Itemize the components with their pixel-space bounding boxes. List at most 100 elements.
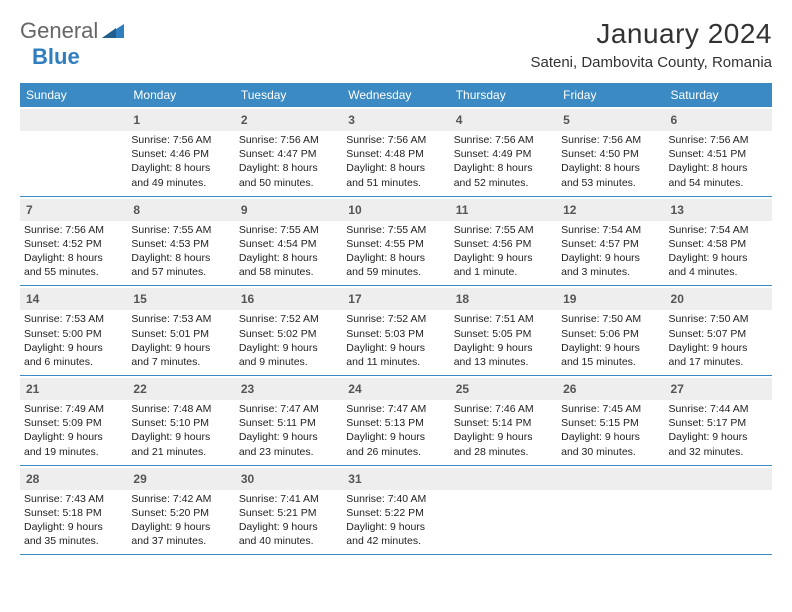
day-number: 11 [456,203,469,217]
sunset-text: Sunset: 4:52 PM [24,237,123,251]
day-number: 1 [133,113,140,127]
day-number [671,472,674,486]
day-number: 28 [26,472,39,486]
day-number: 5 [563,113,570,127]
daylight-text: Daylight: 9 hours [24,341,123,355]
day-number: 24 [348,382,361,396]
dow-header: Sunday [20,83,127,107]
day-cell: 4Sunrise: 7:56 AMSunset: 4:49 PMDaylight… [450,107,557,196]
dow-header: Monday [127,83,234,107]
daylight-text: and 6 minutes. [24,355,123,369]
sunset-text: Sunset: 5:20 PM [131,506,230,520]
location: Sateni, Dambovita County, Romania [530,54,772,71]
day-cell: 13Sunrise: 7:54 AMSunset: 4:58 PMDayligh… [665,197,772,286]
day-cell: 23Sunrise: 7:47 AMSunset: 5:11 PMDayligh… [235,376,342,465]
day-number: 7 [26,203,33,217]
sunrise-text: Sunrise: 7:56 AM [239,133,338,147]
sunrise-text: Sunrise: 7:40 AM [346,492,445,506]
dow-header: Saturday [665,83,772,107]
dow-header: Thursday [450,83,557,107]
sunset-text: Sunset: 4:51 PM [669,147,768,161]
daylight-text: and 59 minutes. [346,265,445,279]
daylight-text: Daylight: 9 hours [454,251,553,265]
day-number: 17 [348,292,361,306]
logo-triangle-icon [102,18,124,44]
sunrise-text: Sunrise: 7:53 AM [131,312,230,326]
daynum-bar: 29 [127,468,234,490]
day-cell: 19Sunrise: 7:50 AMSunset: 5:06 PMDayligh… [557,286,664,375]
day-number [563,472,566,486]
daynum-bar: 22 [127,378,234,400]
daylight-text: Daylight: 9 hours [239,520,338,534]
daylight-text: Daylight: 9 hours [239,341,338,355]
daylight-text: Daylight: 8 hours [454,161,553,175]
daylight-text: Daylight: 9 hours [454,430,553,444]
daylight-text: and 50 minutes. [239,176,338,190]
daynum-bar: 7 [20,199,127,221]
day-cell: 3Sunrise: 7:56 AMSunset: 4:48 PMDaylight… [342,107,449,196]
day-number: 27 [671,382,684,396]
logo-text-general: General [20,18,98,44]
day-cell: 14Sunrise: 7:53 AMSunset: 5:00 PMDayligh… [20,286,127,375]
sunrise-text: Sunrise: 7:50 AM [561,312,660,326]
sunset-text: Sunset: 4:55 PM [346,237,445,251]
day-cell: 31Sunrise: 7:40 AMSunset: 5:22 PMDayligh… [342,466,449,555]
calendar: SundayMondayTuesdayWednesdayThursdayFrid… [20,83,772,555]
logo-blue-wrap: Blue [30,44,80,70]
day-cell: 18Sunrise: 7:51 AMSunset: 5:05 PMDayligh… [450,286,557,375]
day-cell: 22Sunrise: 7:48 AMSunset: 5:10 PMDayligh… [127,376,234,465]
day-cell: 1Sunrise: 7:56 AMSunset: 4:46 PMDaylight… [127,107,234,196]
sunset-text: Sunset: 5:17 PM [669,416,768,430]
daynum-bar [450,468,557,490]
daylight-text: and 15 minutes. [561,355,660,369]
sunrise-text: Sunrise: 7:46 AM [454,402,553,416]
sunrise-text: Sunrise: 7:56 AM [131,133,230,147]
sunset-text: Sunset: 5:13 PM [346,416,445,430]
daynum-bar [665,468,772,490]
daynum-bar: 6 [665,109,772,131]
day-cell: 24Sunrise: 7:47 AMSunset: 5:13 PMDayligh… [342,376,449,465]
day-number: 9 [241,203,248,217]
daylight-text: Daylight: 9 hours [346,520,445,534]
day-number: 22 [133,382,146,396]
daynum-bar: 21 [20,378,127,400]
sunrise-text: Sunrise: 7:41 AM [239,492,338,506]
sunset-text: Sunset: 5:02 PM [239,327,338,341]
sunrise-text: Sunrise: 7:55 AM [239,223,338,237]
daynum-bar: 30 [235,468,342,490]
sunset-text: Sunset: 4:47 PM [239,147,338,161]
sunset-text: Sunset: 4:48 PM [346,147,445,161]
sunset-text: Sunset: 4:53 PM [131,237,230,251]
day-cell [665,466,772,555]
daylight-text: Daylight: 9 hours [24,430,123,444]
weeks-container: 1Sunrise: 7:56 AMSunset: 4:46 PMDaylight… [20,107,772,555]
day-cell: 2Sunrise: 7:56 AMSunset: 4:47 PMDaylight… [235,107,342,196]
day-cell: 5Sunrise: 7:56 AMSunset: 4:50 PMDaylight… [557,107,664,196]
sunrise-text: Sunrise: 7:54 AM [669,223,768,237]
day-cell [450,466,557,555]
day-number: 30 [241,472,254,486]
sunset-text: Sunset: 5:07 PM [669,327,768,341]
day-cell: 20Sunrise: 7:50 AMSunset: 5:07 PMDayligh… [665,286,772,375]
day-number: 6 [671,113,678,127]
sunset-text: Sunset: 5:10 PM [131,416,230,430]
day-cell: 9Sunrise: 7:55 AMSunset: 4:54 PMDaylight… [235,197,342,286]
daynum-bar: 19 [557,288,664,310]
day-number: 4 [456,113,463,127]
week-row: 1Sunrise: 7:56 AMSunset: 4:46 PMDaylight… [20,107,772,197]
daylight-text: Daylight: 9 hours [669,341,768,355]
day-cell: 12Sunrise: 7:54 AMSunset: 4:57 PMDayligh… [557,197,664,286]
day-cell: 28Sunrise: 7:43 AMSunset: 5:18 PMDayligh… [20,466,127,555]
sunset-text: Sunset: 4:57 PM [561,237,660,251]
daylight-text: and 37 minutes. [131,534,230,548]
daylight-text: Daylight: 8 hours [561,161,660,175]
daylight-text: and 21 minutes. [131,445,230,459]
daynum-bar: 1 [127,109,234,131]
logo-text-blue: Blue [32,44,80,69]
sunset-text: Sunset: 5:06 PM [561,327,660,341]
month-title: January 2024 [530,18,772,50]
daylight-text: and 32 minutes. [669,445,768,459]
daylight-text: and 54 minutes. [669,176,768,190]
day-cell: 21Sunrise: 7:49 AMSunset: 5:09 PMDayligh… [20,376,127,465]
daylight-text: Daylight: 9 hours [669,251,768,265]
